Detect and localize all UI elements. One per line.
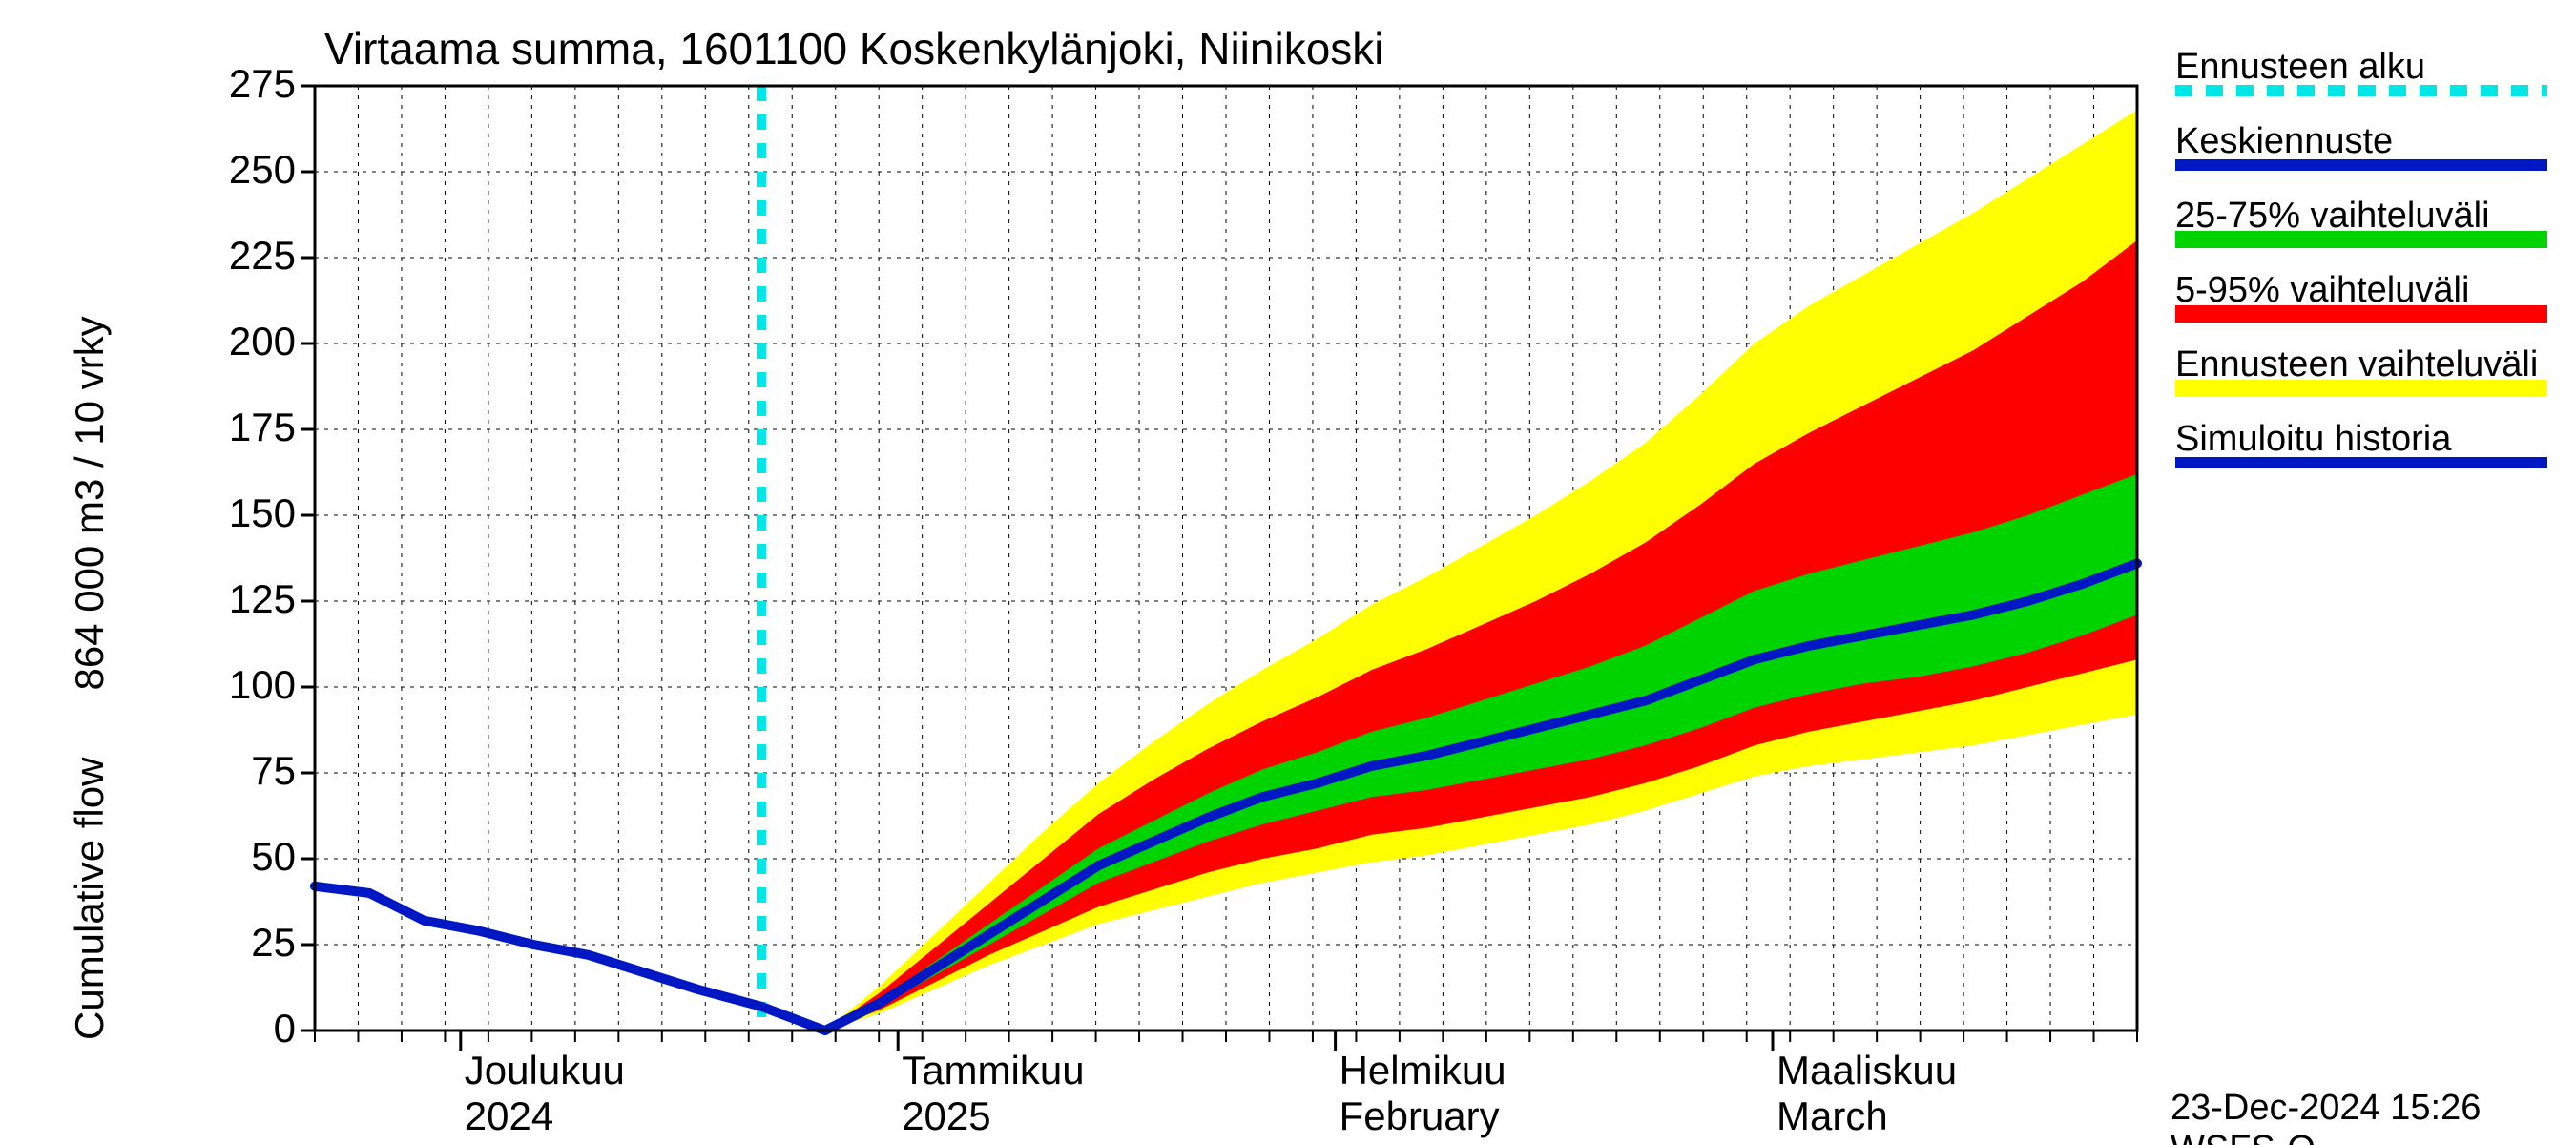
y-tick-label: 150 <box>191 490 296 536</box>
x-tick-label-top: Tammikuu <box>902 1048 1084 1093</box>
y-tick-label: 0 <box>191 1006 296 1051</box>
legend-label: Ennusteen alku <box>2175 47 2425 88</box>
legend-label: 25-75% vaihteluväli <box>2175 196 2490 237</box>
plot-svg <box>0 0 2576 1145</box>
x-tick-label-bottom: February <box>1340 1093 1500 1139</box>
footer-timestamp: 23-Dec-2024 15:26 WSFS-O <box>2171 1088 2576 1145</box>
y-tick-label: 225 <box>191 233 296 279</box>
y-tick-label: 250 <box>191 147 296 193</box>
legend-label: Ennusteen vaihteluväli <box>2175 344 2538 385</box>
y-tick-label: 75 <box>191 748 296 794</box>
legend-label: Keskiennuste <box>2175 121 2393 162</box>
x-tick-label-top: Maaliskuu <box>1776 1048 1957 1093</box>
x-tick-label-top: Helmikuu <box>1340 1048 1506 1093</box>
legend-label: Simuloitu historia <box>2175 419 2451 460</box>
x-tick-label-bottom: 2025 <box>902 1093 990 1139</box>
legend-label: 5-95% vaihteluväli <box>2175 270 2469 311</box>
y-tick-label: 50 <box>191 834 296 880</box>
y-tick-label: 175 <box>191 405 296 450</box>
chart-container: Virtaama summa, 1601100 Koskenkylänjoki,… <box>0 0 2576 1145</box>
x-tick-label-bottom: 2024 <box>465 1093 553 1139</box>
y-tick-label: 100 <box>191 662 296 708</box>
y-tick-label: 200 <box>191 319 296 364</box>
y-tick-label: 275 <box>191 61 296 107</box>
x-tick-label-top: Joulukuu <box>465 1048 625 1093</box>
x-tick-label-bottom: March <box>1776 1093 1888 1139</box>
y-tick-label: 25 <box>191 920 296 966</box>
y-tick-label: 125 <box>191 576 296 622</box>
